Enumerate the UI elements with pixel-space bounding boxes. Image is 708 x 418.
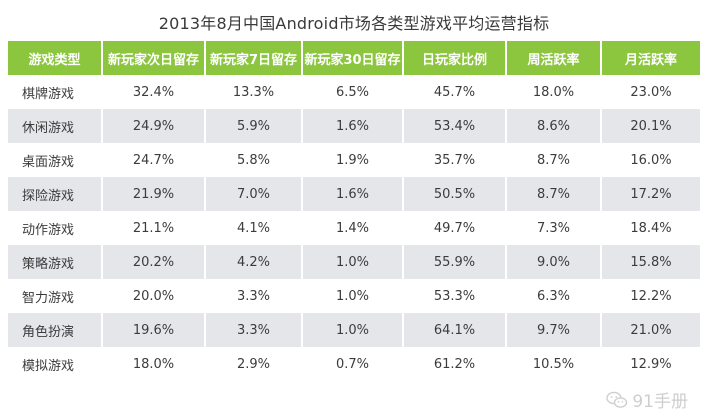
metric-cell: 4.2% <box>206 245 303 279</box>
metric-cell: 5.8% <box>206 143 303 177</box>
game-type-cell: 策略游戏 <box>8 245 103 279</box>
metric-cell: 35.7% <box>404 143 507 177</box>
metric-cell: 1.0% <box>303 245 404 279</box>
metric-cell: 6.5% <box>303 75 404 109</box>
metric-cell: 7.3% <box>507 211 602 245</box>
metric-cell: 15.8% <box>602 245 700 279</box>
metric-cell: 0.7% <box>303 347 404 381</box>
metric-cell: 23.0% <box>602 75 700 109</box>
metric-cell: 18.0% <box>103 347 206 381</box>
metric-cell: 13.3% <box>206 75 303 109</box>
watermark: 91手册 <box>606 387 688 412</box>
header-daily-player-ratio: 日玩家比例 <box>404 41 507 75</box>
game-type-cell: 桌面游戏 <box>8 143 103 177</box>
metric-cell: 1.0% <box>303 313 404 347</box>
metric-cell: 18.4% <box>602 211 700 245</box>
metric-cell: 1.9% <box>303 143 404 177</box>
metric-cell: 64.1% <box>404 313 507 347</box>
header-weekly-active-rate: 周活跃率 <box>507 41 602 75</box>
metric-cell: 10.5% <box>507 347 602 381</box>
metric-cell: 1.6% <box>303 109 404 143</box>
metrics-table: 游戏类型 新玩家次日留存 新玩家7日留存 新玩家30日留存 日玩家比例 周活跃率… <box>8 41 700 381</box>
metric-cell: 2.9% <box>206 347 303 381</box>
metric-cell: 1.6% <box>303 177 404 211</box>
table-row: 动作游戏 21.1% 4.1% 1.4% 49.7% 7.3% 18.4% <box>8 211 700 245</box>
game-type-cell: 角色扮演 <box>8 313 103 347</box>
table-row: 模拟游戏 18.0% 2.9% 0.7% 61.2% 10.5% 12.9% <box>8 347 700 381</box>
game-type-cell: 棋牌游戏 <box>8 75 103 109</box>
table-header-row: 游戏类型 新玩家次日留存 新玩家7日留存 新玩家30日留存 日玩家比例 周活跃率… <box>8 41 700 75</box>
metric-cell: 8.7% <box>507 177 602 211</box>
metric-cell: 5.9% <box>206 109 303 143</box>
metric-cell: 8.6% <box>507 109 602 143</box>
metric-cell: 9.7% <box>507 313 602 347</box>
game-type-cell: 探险游戏 <box>8 177 103 211</box>
header-30-day-retention: 新玩家30日留存 <box>303 41 404 75</box>
table-row: 策略游戏 20.2% 4.2% 1.0% 55.9% 9.0% 15.8% <box>8 245 700 279</box>
metric-cell: 24.7% <box>103 143 206 177</box>
metric-cell: 4.1% <box>206 211 303 245</box>
header-monthly-active-rate: 月活跃率 <box>602 41 700 75</box>
metric-cell: 1.0% <box>303 279 404 313</box>
metric-cell: 20.2% <box>103 245 206 279</box>
table-row: 桌面游戏 24.7% 5.8% 1.9% 35.7% 8.7% 16.0% <box>8 143 700 177</box>
table-row: 探险游戏 21.9% 7.0% 1.6% 50.5% 8.7% 17.2% <box>8 177 700 211</box>
table-row: 角色扮演 19.6% 3.3% 1.0% 64.1% 9.7% 21.0% <box>8 313 700 347</box>
metric-cell: 61.2% <box>404 347 507 381</box>
page-title: 2013年8月中国Android市场各类型游戏平均运营指标 <box>158 14 550 33</box>
metric-cell: 53.3% <box>404 279 507 313</box>
wechat-icon <box>606 391 628 409</box>
metric-cell: 53.4% <box>404 109 507 143</box>
metric-cell: 32.4% <box>103 75 206 109</box>
metric-cell: 21.0% <box>602 313 700 347</box>
header-next-day-retention: 新玩家次日留存 <box>103 41 206 75</box>
metric-cell: 55.9% <box>404 245 507 279</box>
metric-cell: 8.7% <box>507 143 602 177</box>
metric-cell: 12.2% <box>602 279 700 313</box>
metric-cell: 45.7% <box>404 75 507 109</box>
table-row: 休闲游戏 24.9% 5.9% 1.6% 53.4% 8.6% 20.1% <box>8 109 700 143</box>
game-type-cell: 智力游戏 <box>8 279 103 313</box>
game-type-cell: 休闲游戏 <box>8 109 103 143</box>
game-type-cell: 动作游戏 <box>8 211 103 245</box>
metric-cell: 24.9% <box>103 109 206 143</box>
header-game-type: 游戏类型 <box>8 41 103 75</box>
game-type-cell: 模拟游戏 <box>8 347 103 381</box>
metric-cell: 16.0% <box>602 143 700 177</box>
metric-cell: 50.5% <box>404 177 507 211</box>
table-row: 智力游戏 20.0% 3.3% 1.0% 53.3% 6.3% 12.2% <box>8 279 700 313</box>
metric-cell: 9.0% <box>507 245 602 279</box>
metric-cell: 3.3% <box>206 279 303 313</box>
metric-cell: 7.0% <box>206 177 303 211</box>
metric-cell: 12.9% <box>602 347 700 381</box>
metric-cell: 21.1% <box>103 211 206 245</box>
metric-cell: 1.4% <box>303 211 404 245</box>
metric-cell: 20.1% <box>602 109 700 143</box>
metric-cell: 49.7% <box>404 211 507 245</box>
metric-cell: 17.2% <box>602 177 700 211</box>
metric-cell: 19.6% <box>103 313 206 347</box>
watermark-text: 91手册 <box>632 392 688 412</box>
metric-cell: 18.0% <box>507 75 602 109</box>
header-7-day-retention: 新玩家7日留存 <box>206 41 303 75</box>
metric-cell: 20.0% <box>103 279 206 313</box>
metric-cell: 3.3% <box>206 313 303 347</box>
metric-cell: 6.3% <box>507 279 602 313</box>
metric-cell: 21.9% <box>103 177 206 211</box>
table-row: 棋牌游戏 32.4% 13.3% 6.5% 45.7% 18.0% 23.0% <box>8 75 700 109</box>
